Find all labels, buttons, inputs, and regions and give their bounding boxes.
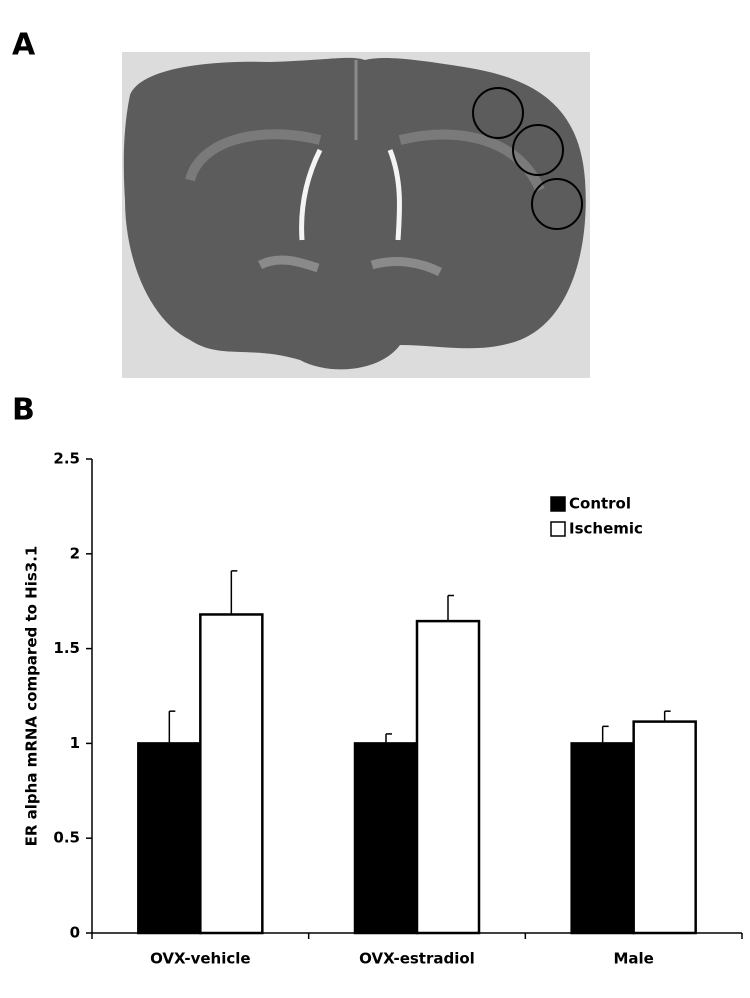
y-tick-label: 2 xyxy=(70,544,80,562)
bar xyxy=(570,742,635,935)
panel-label: B xyxy=(12,393,35,428)
x-tick-label: Male xyxy=(613,950,653,968)
bar xyxy=(137,742,202,935)
bar xyxy=(199,613,264,935)
y-tick-label: 1 xyxy=(70,734,80,752)
brain-section-image xyxy=(122,52,590,378)
y-tick-label: 0 xyxy=(70,924,80,942)
legend-label: Control xyxy=(569,495,631,513)
y-tick-label: 0.5 xyxy=(53,829,80,847)
x-tick-label: OVX-estradiol xyxy=(359,950,475,968)
legend-label: Ischemic xyxy=(569,520,643,538)
legend-swatch xyxy=(550,496,566,512)
panel-label: A xyxy=(12,28,36,63)
legend-swatch xyxy=(550,521,566,537)
bar xyxy=(415,619,481,935)
y-axis-label: ER alpha mRNA compared to His3.1 xyxy=(23,546,41,847)
y-tick-label: 2.5 xyxy=(53,450,80,468)
x-tick-label: OVX-vehicle xyxy=(150,950,251,968)
bar xyxy=(353,742,419,935)
y-tick-label: 1.5 xyxy=(53,639,80,657)
bar xyxy=(632,720,697,935)
